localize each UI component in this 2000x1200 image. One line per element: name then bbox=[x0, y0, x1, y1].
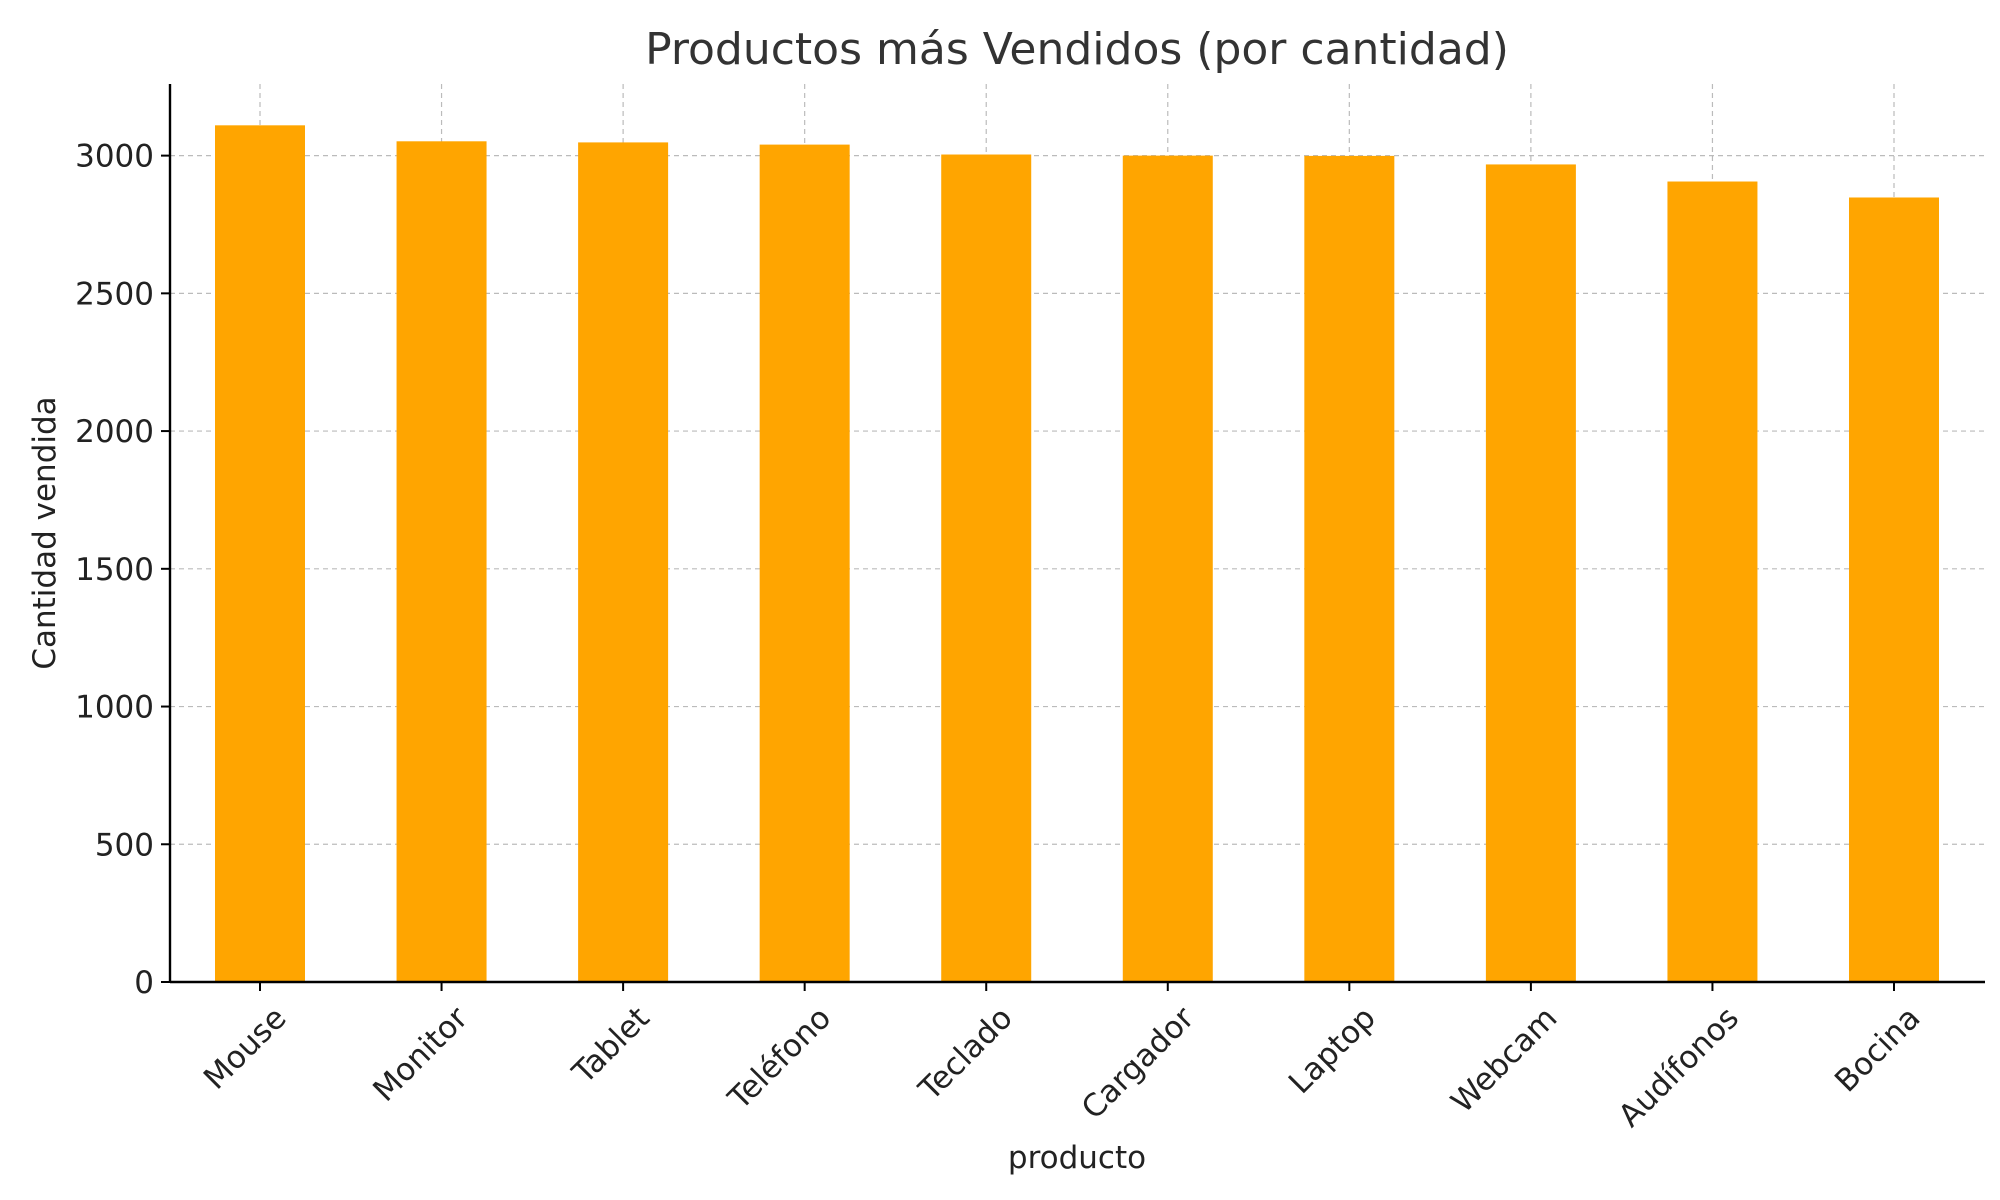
y-tick-label: 2500 bbox=[75, 276, 154, 312]
x-tick-label: Monitor bbox=[366, 1000, 475, 1109]
bar-8 bbox=[1667, 181, 1758, 982]
bar-9 bbox=[1849, 197, 1939, 982]
bar-0 bbox=[215, 125, 305, 982]
y-tick-label: 1000 bbox=[75, 690, 154, 726]
y-tick-label: 500 bbox=[95, 827, 154, 863]
axes bbox=[168, 84, 1985, 984]
bar-7 bbox=[1485, 164, 1576, 983]
x-ticks: Mouse Monitor Tablet Teléfono Teclado Cargado… bbox=[197, 982, 1928, 1134]
x-tick-label: Tablet bbox=[565, 1000, 656, 1091]
x-axis-title: producto bbox=[1008, 1140, 1146, 1176]
y-tick-label: 3000 bbox=[75, 139, 154, 175]
bar-6 bbox=[1304, 155, 1395, 983]
y-ticks: 0 500 1000 1500 2000 2500 3000 bbox=[75, 139, 170, 1001]
y-axis-title: Cantidad vendida bbox=[27, 396, 63, 669]
y-tick-label: 1500 bbox=[75, 552, 154, 588]
x-tick-label: Bocina bbox=[1828, 1000, 1927, 1099]
x-tick-label: Mouse bbox=[197, 1000, 294, 1097]
x-tick-label: Teclado bbox=[912, 1000, 1020, 1108]
bar-1 bbox=[396, 141, 487, 982]
bar-5 bbox=[1122, 155, 1213, 982]
bar-4 bbox=[941, 154, 1032, 982]
y-tick-label: 2000 bbox=[75, 414, 154, 450]
x-tick-label: Webcam bbox=[1444, 1000, 1564, 1120]
bar-3 bbox=[759, 144, 850, 983]
bar-2 bbox=[578, 142, 669, 982]
x-tick-label: Audífonos bbox=[1612, 1000, 1746, 1134]
chart-title: Productos más Vendidos (por cantidad) bbox=[645, 24, 1509, 75]
x-tick-label: Teléfono bbox=[721, 1000, 838, 1117]
x-tick-label: Laptop bbox=[1282, 1000, 1383, 1101]
bars bbox=[215, 125, 1939, 983]
y-tick-label: 0 bbox=[134, 965, 154, 1001]
x-tick-label: Cargador bbox=[1075, 1000, 1202, 1127]
